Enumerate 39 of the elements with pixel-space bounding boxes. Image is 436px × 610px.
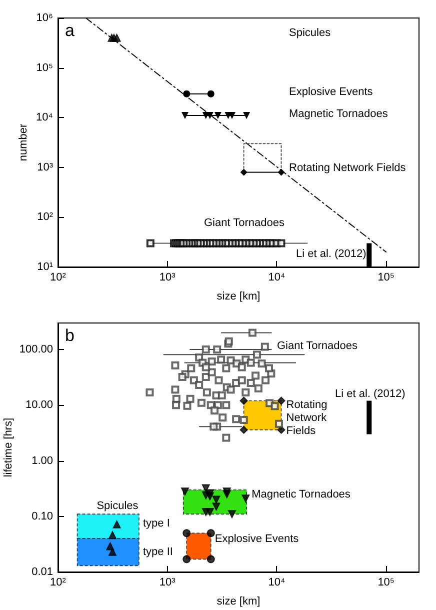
x-axis-title: size [km] xyxy=(216,596,260,608)
annotation: Explosive Events xyxy=(214,533,300,546)
annotation: Giant Tornadoes xyxy=(204,217,286,229)
x-axis-title: size [km] xyxy=(216,290,260,302)
annotation: Rotating Network Fields xyxy=(289,162,406,174)
chart-title: b xyxy=(65,326,74,345)
x-tick-label: 10³ xyxy=(159,576,176,588)
annotation: Spicules xyxy=(289,27,332,39)
y-tick-label: 10³ xyxy=(37,161,54,174)
annotation: Explosive Events xyxy=(289,86,374,98)
y-axis-title: number xyxy=(18,124,30,162)
y-tick-label: 10⁴ xyxy=(36,112,54,124)
chart-title: a xyxy=(65,21,75,40)
annotation: Li et al. (2012) xyxy=(335,388,406,400)
x-tick-label: 10⁵ xyxy=(378,272,394,284)
annotation: Li et al. (2012) xyxy=(296,248,366,260)
y-tick-label: 10² xyxy=(37,211,54,224)
annotation: type I xyxy=(142,517,170,530)
y-tick-label: 10.00 xyxy=(25,399,53,412)
y-tick-label: 0.10 xyxy=(32,510,53,522)
y-tick-label: 0.01 xyxy=(32,566,53,578)
annotation: Magnetic Tornadoes xyxy=(289,108,388,120)
x-tick-label: 10⁴ xyxy=(268,576,286,588)
x-tick-label: 10² xyxy=(50,576,66,588)
x-tick-label: 10⁵ xyxy=(378,576,394,588)
annotation: Giant Tornadoes xyxy=(277,340,358,352)
y-tick-label: 1.00 xyxy=(32,454,53,467)
x-tick-label: 10³ xyxy=(159,272,176,284)
annotation: Magnetic Tornadoes xyxy=(252,488,351,500)
annotation: Rotating Network Fields xyxy=(286,398,328,437)
x-tick-label: 10² xyxy=(50,272,66,284)
y-tick-label: 100.00 xyxy=(19,344,53,356)
y-tick-label: 10¹ xyxy=(37,261,54,273)
y-tick-label: 10⁵ xyxy=(36,62,53,74)
y-axis-title: lifetime [hrs] xyxy=(2,418,14,478)
y-tick-label: 10⁶ xyxy=(36,12,53,24)
x-tick-label: 10⁴ xyxy=(268,272,286,284)
annotation: Spicules xyxy=(96,500,139,512)
annotation: type II xyxy=(142,546,173,558)
